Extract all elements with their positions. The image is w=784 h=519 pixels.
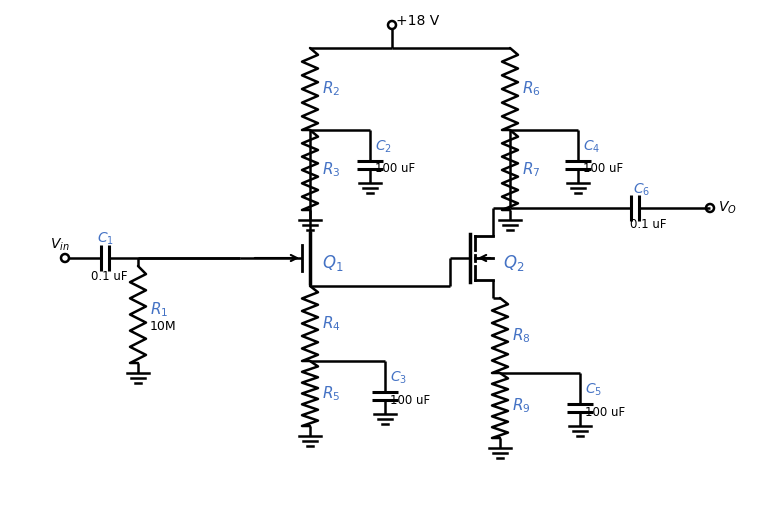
Text: $Q_2$: $Q_2$ — [503, 253, 524, 273]
Text: $Q_1$: $Q_1$ — [322, 253, 343, 273]
Text: 0.1 uF: 0.1 uF — [630, 218, 666, 231]
Text: $R_1$: $R_1$ — [150, 300, 169, 319]
Text: 100 uF: 100 uF — [583, 162, 623, 175]
Text: $V_O$: $V_O$ — [718, 200, 737, 216]
Text: $C_4$: $C_4$ — [583, 139, 601, 155]
Text: $R_8$: $R_8$ — [512, 326, 531, 345]
Text: $R_6$: $R_6$ — [522, 79, 541, 98]
Text: 100 uF: 100 uF — [375, 162, 415, 175]
Text: $C_2$: $C_2$ — [375, 139, 392, 155]
Text: $R_5$: $R_5$ — [322, 384, 340, 403]
Text: +18 V: +18 V — [396, 14, 439, 28]
Text: $R_4$: $R_4$ — [322, 314, 341, 333]
Text: $V_{in}$: $V_{in}$ — [50, 237, 70, 253]
Text: $R_2$: $R_2$ — [322, 79, 340, 98]
Text: $C_1$: $C_1$ — [97, 231, 114, 247]
Text: 100 uF: 100 uF — [390, 393, 430, 406]
Text: 0.1 uF: 0.1 uF — [91, 269, 128, 282]
Text: $C_6$: $C_6$ — [633, 182, 650, 198]
Text: 100 uF: 100 uF — [585, 405, 625, 418]
Text: $R_3$: $R_3$ — [322, 161, 340, 180]
Text: $R_9$: $R_9$ — [512, 396, 531, 415]
Text: 10M: 10M — [150, 320, 176, 333]
Text: $C_3$: $C_3$ — [390, 370, 407, 386]
Text: $C_5$: $C_5$ — [585, 382, 602, 398]
Text: $R_7$: $R_7$ — [522, 161, 540, 180]
